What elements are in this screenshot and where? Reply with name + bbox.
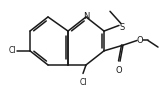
Text: Cl: Cl	[9, 46, 16, 55]
Text: N: N	[83, 12, 89, 21]
Text: O: O	[137, 36, 143, 45]
Text: S: S	[119, 23, 125, 32]
Text: Cl: Cl	[79, 78, 87, 87]
Text: O: O	[116, 66, 122, 75]
